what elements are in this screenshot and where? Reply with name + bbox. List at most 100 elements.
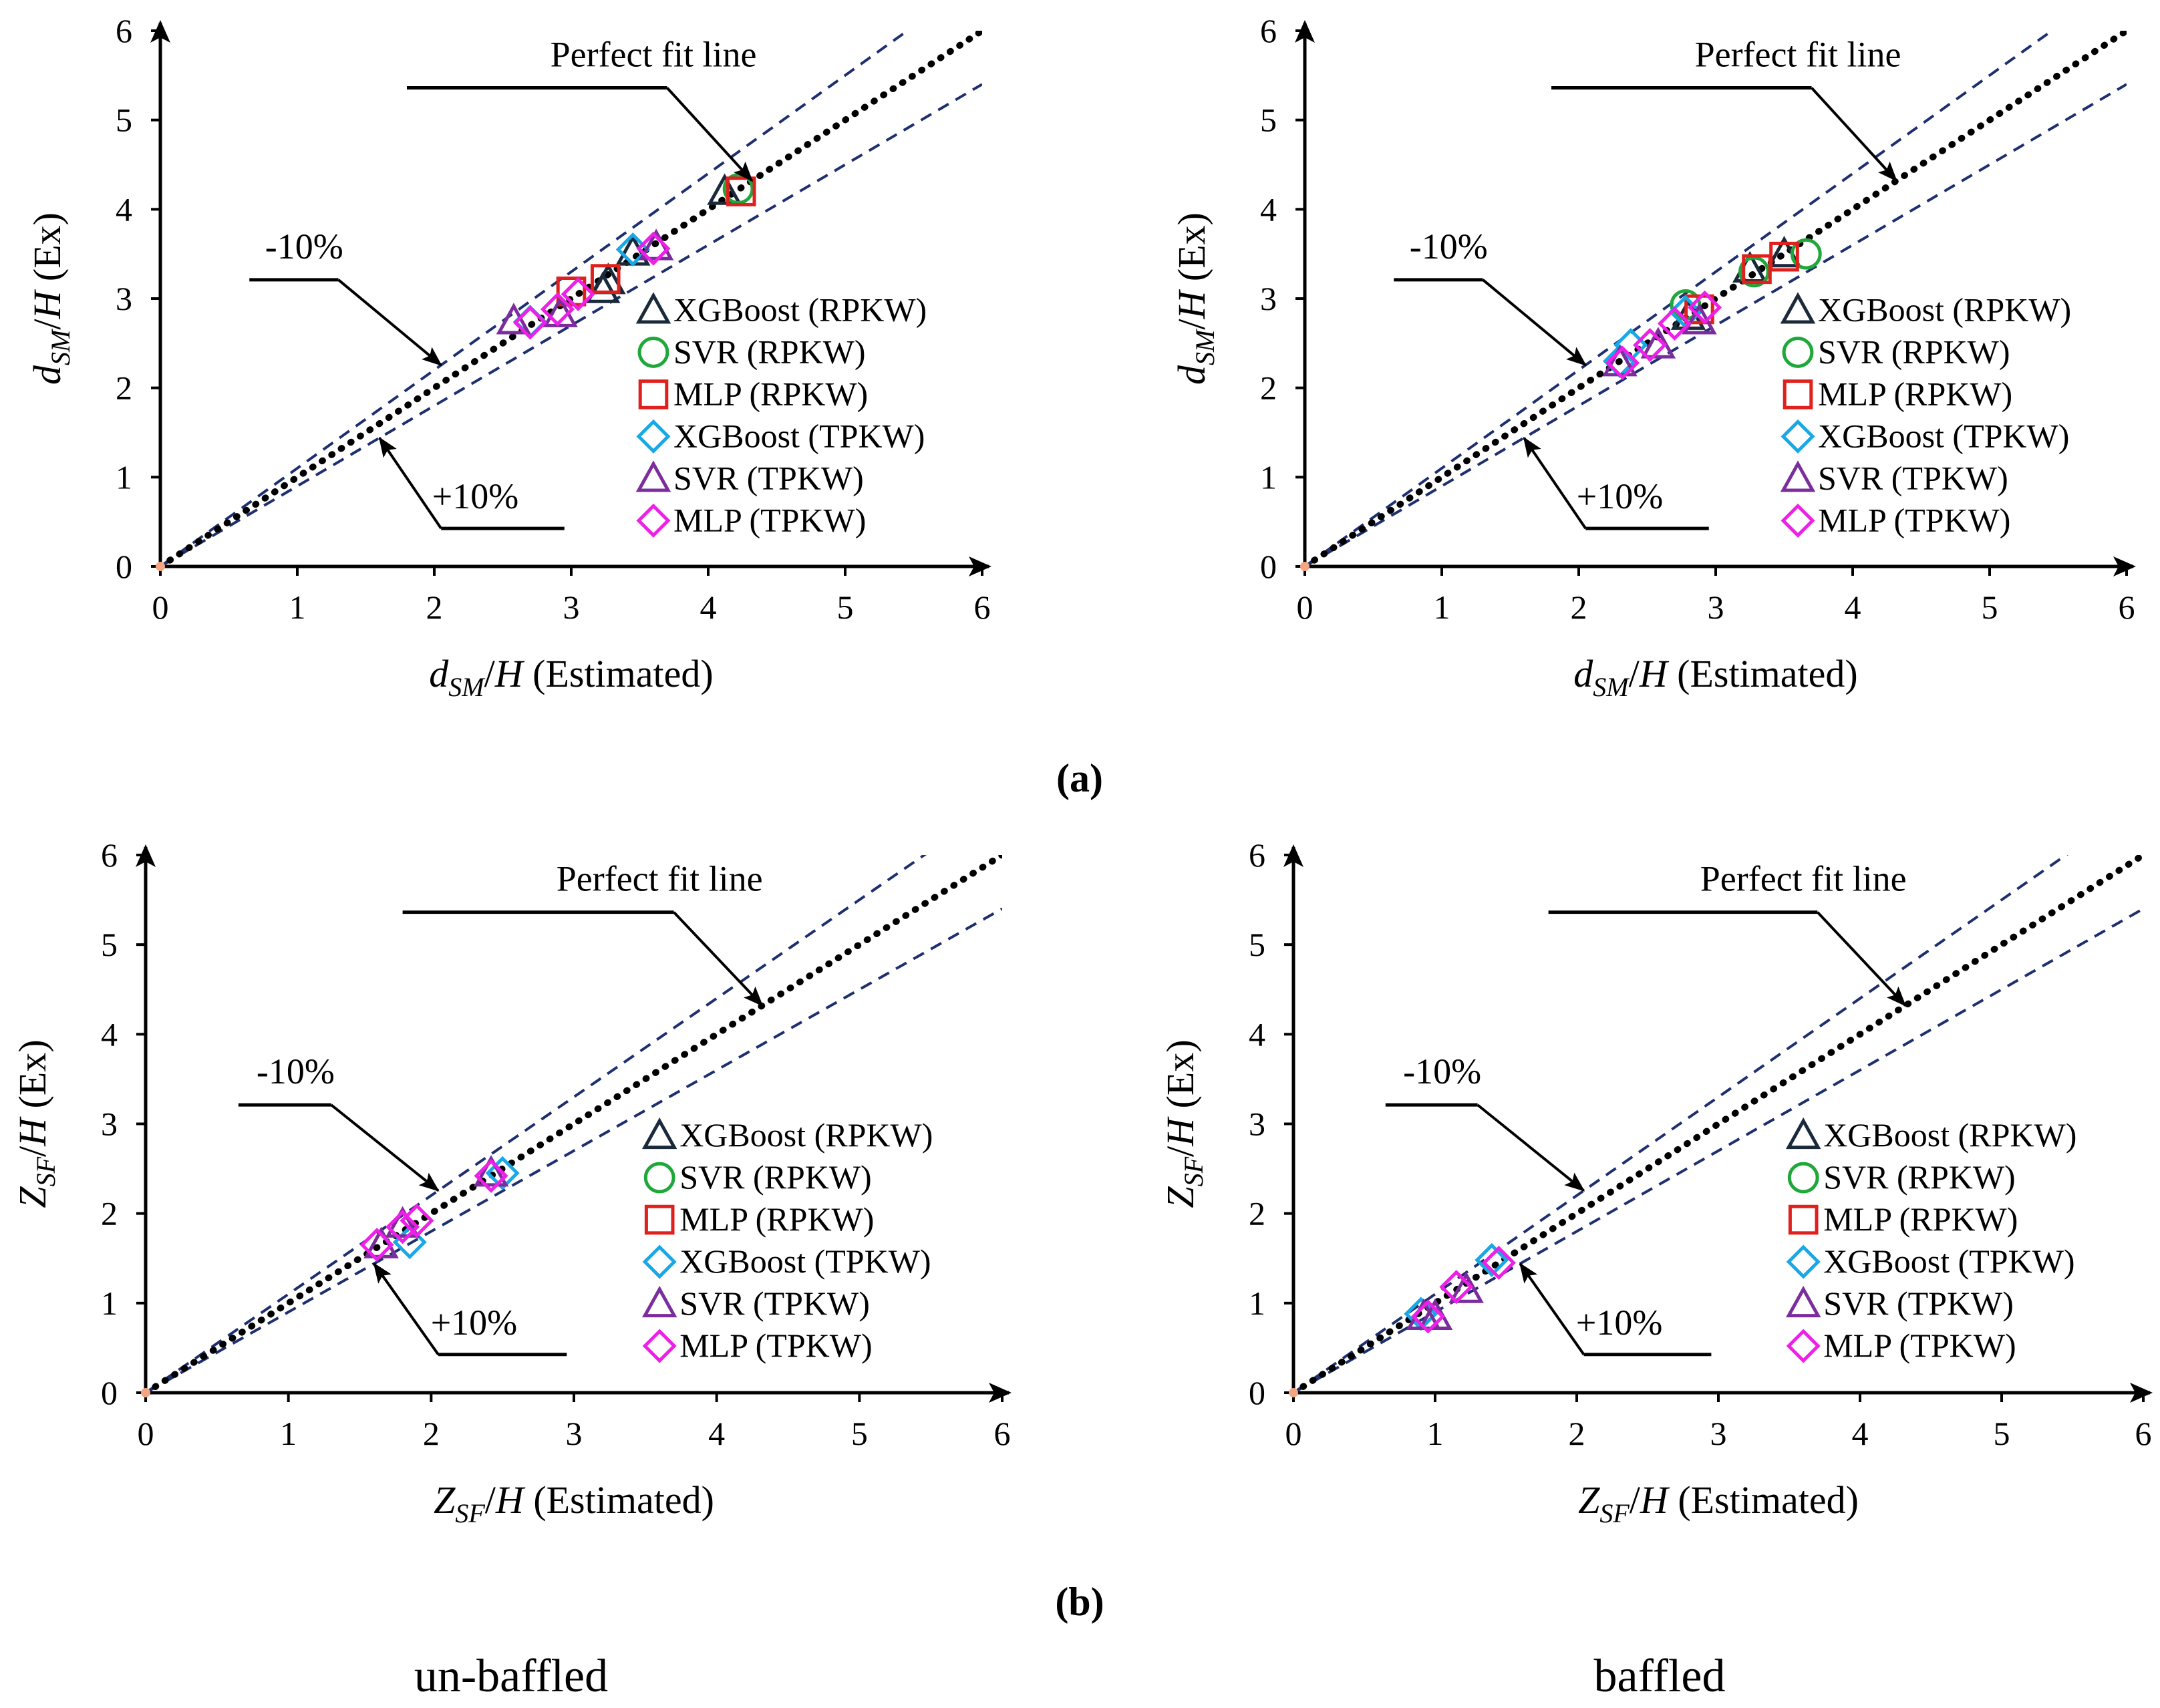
legend-marker-mlp-rpkw bbox=[1788, 1204, 1819, 1235]
legend-marker-xgboost-tpkw bbox=[1786, 1244, 1821, 1279]
minus-10-line bbox=[1293, 855, 2068, 1393]
perfect-fit-line bbox=[1305, 31, 2127, 566]
y-tick-label: 5 bbox=[1260, 102, 1277, 139]
y-tick-label: 5 bbox=[101, 926, 118, 963]
legend-marker-svr-rpkw bbox=[637, 337, 669, 368]
x-tick-label: 5 bbox=[1994, 1415, 2010, 1452]
perfect-fit-label: Perfect fit line bbox=[1700, 859, 1907, 899]
legend-label-svr-tpkw: SVR (TPKW) bbox=[1823, 1285, 2014, 1322]
legend-label-svr-rpkw: SVR (RPKW) bbox=[679, 1158, 872, 1196]
legend-marker-mlp-tpkw bbox=[642, 1329, 677, 1363]
legend-label-mlp-tpkw: MLP (TPKW) bbox=[679, 1327, 872, 1364]
panel-label-a: (a) bbox=[1056, 756, 1103, 800]
legend-marker-xgboost-tpkw bbox=[1781, 419, 1815, 454]
legend-marker-mlp-rpkw bbox=[1783, 379, 1813, 409]
data-point-svr-rpkw bbox=[1738, 256, 1770, 288]
data-point-mlp-tpkw bbox=[1657, 306, 1692, 341]
y-tick-label: 0 bbox=[1249, 1374, 1265, 1411]
origin-marker bbox=[141, 1388, 150, 1397]
legend-label-mlp-rpkw: MLP (RPKW) bbox=[673, 375, 868, 412]
perfect-fit-label: Perfect fit line bbox=[557, 859, 763, 899]
panel-b-unbaffled: 0 1 2 3 4 5 6 0 1 2 3 4 5 6 ZSF/H (Estimated) ZSF/H (Ex… bbox=[11, 836, 1012, 1528]
legend-marker-svr-rpkw bbox=[1787, 1162, 1819, 1194]
perfect-fit-arrow bbox=[666, 87, 754, 182]
x-tick-label: 1 bbox=[1434, 588, 1450, 626]
minus-10-line bbox=[146, 855, 927, 1393]
y-tick-label: 4 bbox=[116, 190, 132, 228]
x-tick-label: 0 bbox=[152, 588, 169, 626]
origin-marker bbox=[1300, 562, 1309, 571]
legend-label-xgboost-rpkw: XGBoost (RPKW) bbox=[1823, 1116, 2076, 1154]
minus-10-arrow bbox=[330, 1103, 440, 1192]
y-tick-label: 2 bbox=[1260, 369, 1277, 407]
data-point-mlp-rpkw bbox=[556, 277, 587, 307]
y-axis-title: ZSF/H (Ex) bbox=[11, 1039, 61, 1208]
legend-marker-xgboost-tpkw bbox=[642, 1244, 677, 1279]
x-tick-label: 0 bbox=[1285, 1415, 1302, 1452]
plus-10-label: +10% bbox=[1576, 1303, 1662, 1343]
legend-marker-mlp-rpkw bbox=[644, 1204, 675, 1235]
data-point-mlp-tpkw bbox=[512, 305, 548, 340]
panel-a-unbaffled: 0 1 2 3 4 5 6 0 1 2 3 4 5 6 dSM/H (Estimated) dSM/H (Ex… bbox=[25, 12, 991, 702]
y-tick-label: 4 bbox=[1260, 190, 1277, 228]
legend-marker-xgboost-rpkw bbox=[641, 1117, 677, 1150]
legend-label-mlp-rpkw: MLP (RPKW) bbox=[679, 1200, 874, 1238]
minus-10-line bbox=[160, 31, 910, 566]
x-tick-label: 3 bbox=[566, 1415, 583, 1452]
panel-a-baffled: 0 1 2 3 4 5 6 0 1 2 3 4 5 6 dSM/H (Estimated) dSM/H (Ex… bbox=[1170, 12, 2136, 702]
x-axis-title: ZSF/H (Estimated) bbox=[434, 1478, 714, 1528]
x-tick-label: 6 bbox=[994, 1415, 1011, 1452]
legend-label-xgboost-tpkw: XGBoost (TPKW) bbox=[1823, 1242, 2074, 1280]
y-tick-label: 2 bbox=[101, 1195, 118, 1232]
x-tick-label: 3 bbox=[1708, 588, 1724, 626]
legend-marker-svr-rpkw bbox=[1782, 337, 1814, 368]
perfect-fit-label: Perfect fit line bbox=[1695, 34, 1901, 74]
plus-10-arrow bbox=[373, 1262, 440, 1355]
data-point-mlp-tpkw bbox=[636, 231, 671, 266]
data-point-svr-rpkw bbox=[1790, 238, 1822, 270]
y-axis-title: dSM/H (Ex) bbox=[25, 212, 75, 385]
legend-label-mlp-tpkw: MLP (TPKW) bbox=[1818, 501, 2010, 538]
plus-10-arrow bbox=[1519, 1262, 1585, 1355]
y-tick-label: 0 bbox=[116, 548, 132, 585]
x-tick-label: 4 bbox=[708, 1415, 725, 1452]
data-point-svr-tpkw bbox=[385, 1206, 420, 1238]
x-tick-label: 4 bbox=[1845, 588, 1861, 626]
legend-marker-mlp-tpkw bbox=[636, 503, 671, 538]
minus-10-label: -10% bbox=[265, 226, 343, 267]
legend-marker-xgboost-rpkw bbox=[1785, 1117, 1821, 1150]
y-tick-label: 1 bbox=[116, 458, 132, 496]
legend-label-mlp-rpkw: MLP (RPKW) bbox=[1823, 1200, 2018, 1238]
y-tick-label: 3 bbox=[101, 1105, 118, 1143]
y-tick-label: 5 bbox=[1249, 926, 1265, 963]
legend-marker-mlp-rpkw bbox=[638, 379, 669, 409]
plus-10-label: +10% bbox=[431, 1303, 517, 1343]
perfect-fit-label: Perfect fit line bbox=[551, 34, 757, 74]
data-point-mlp-tpkw bbox=[1439, 1270, 1474, 1305]
x-tick-label: 1 bbox=[1427, 1415, 1444, 1452]
y-tick-label: 3 bbox=[1249, 1105, 1265, 1143]
y-tick-label: 4 bbox=[101, 1015, 118, 1053]
minus-10-arrow bbox=[1482, 279, 1587, 367]
y-tick-label: 1 bbox=[1249, 1285, 1265, 1322]
y-tick-label: 0 bbox=[1260, 548, 1277, 585]
data-point-xgboost-tpkw bbox=[1475, 1242, 1509, 1277]
y-tick-label: 6 bbox=[1249, 836, 1265, 874]
perfect-fit-arrow bbox=[1811, 87, 1898, 182]
legend-label-svr-rpkw: SVR (RPKW) bbox=[673, 333, 866, 370]
x-tick-label: 5 bbox=[837, 588, 854, 626]
y-tick-label: 6 bbox=[101, 836, 118, 874]
x-axis-title: dSM/H (Estimated) bbox=[429, 652, 713, 702]
data-point-mlp-rpkw bbox=[590, 264, 621, 294]
legend-label-xgboost-rpkw: XGBoost (RPKW) bbox=[679, 1116, 933, 1154]
legend-label-svr-tpkw: SVR (TPKW) bbox=[679, 1285, 870, 1322]
plus-10-arrow bbox=[1523, 436, 1587, 530]
caption-baffled: baffled bbox=[1594, 1651, 1726, 1702]
legend-marker-svr-tpkw bbox=[641, 1285, 677, 1318]
minus-10-arrow bbox=[337, 279, 442, 367]
data-point-mlp-tpkw bbox=[561, 277, 595, 311]
x-tick-label: 2 bbox=[423, 1415, 440, 1452]
data-point-mlp-tpkw bbox=[385, 1210, 420, 1244]
legend-label-svr-tpkw: SVR (TPKW) bbox=[1818, 459, 2008, 496]
panel-label-b: (b) bbox=[1055, 1580, 1104, 1624]
